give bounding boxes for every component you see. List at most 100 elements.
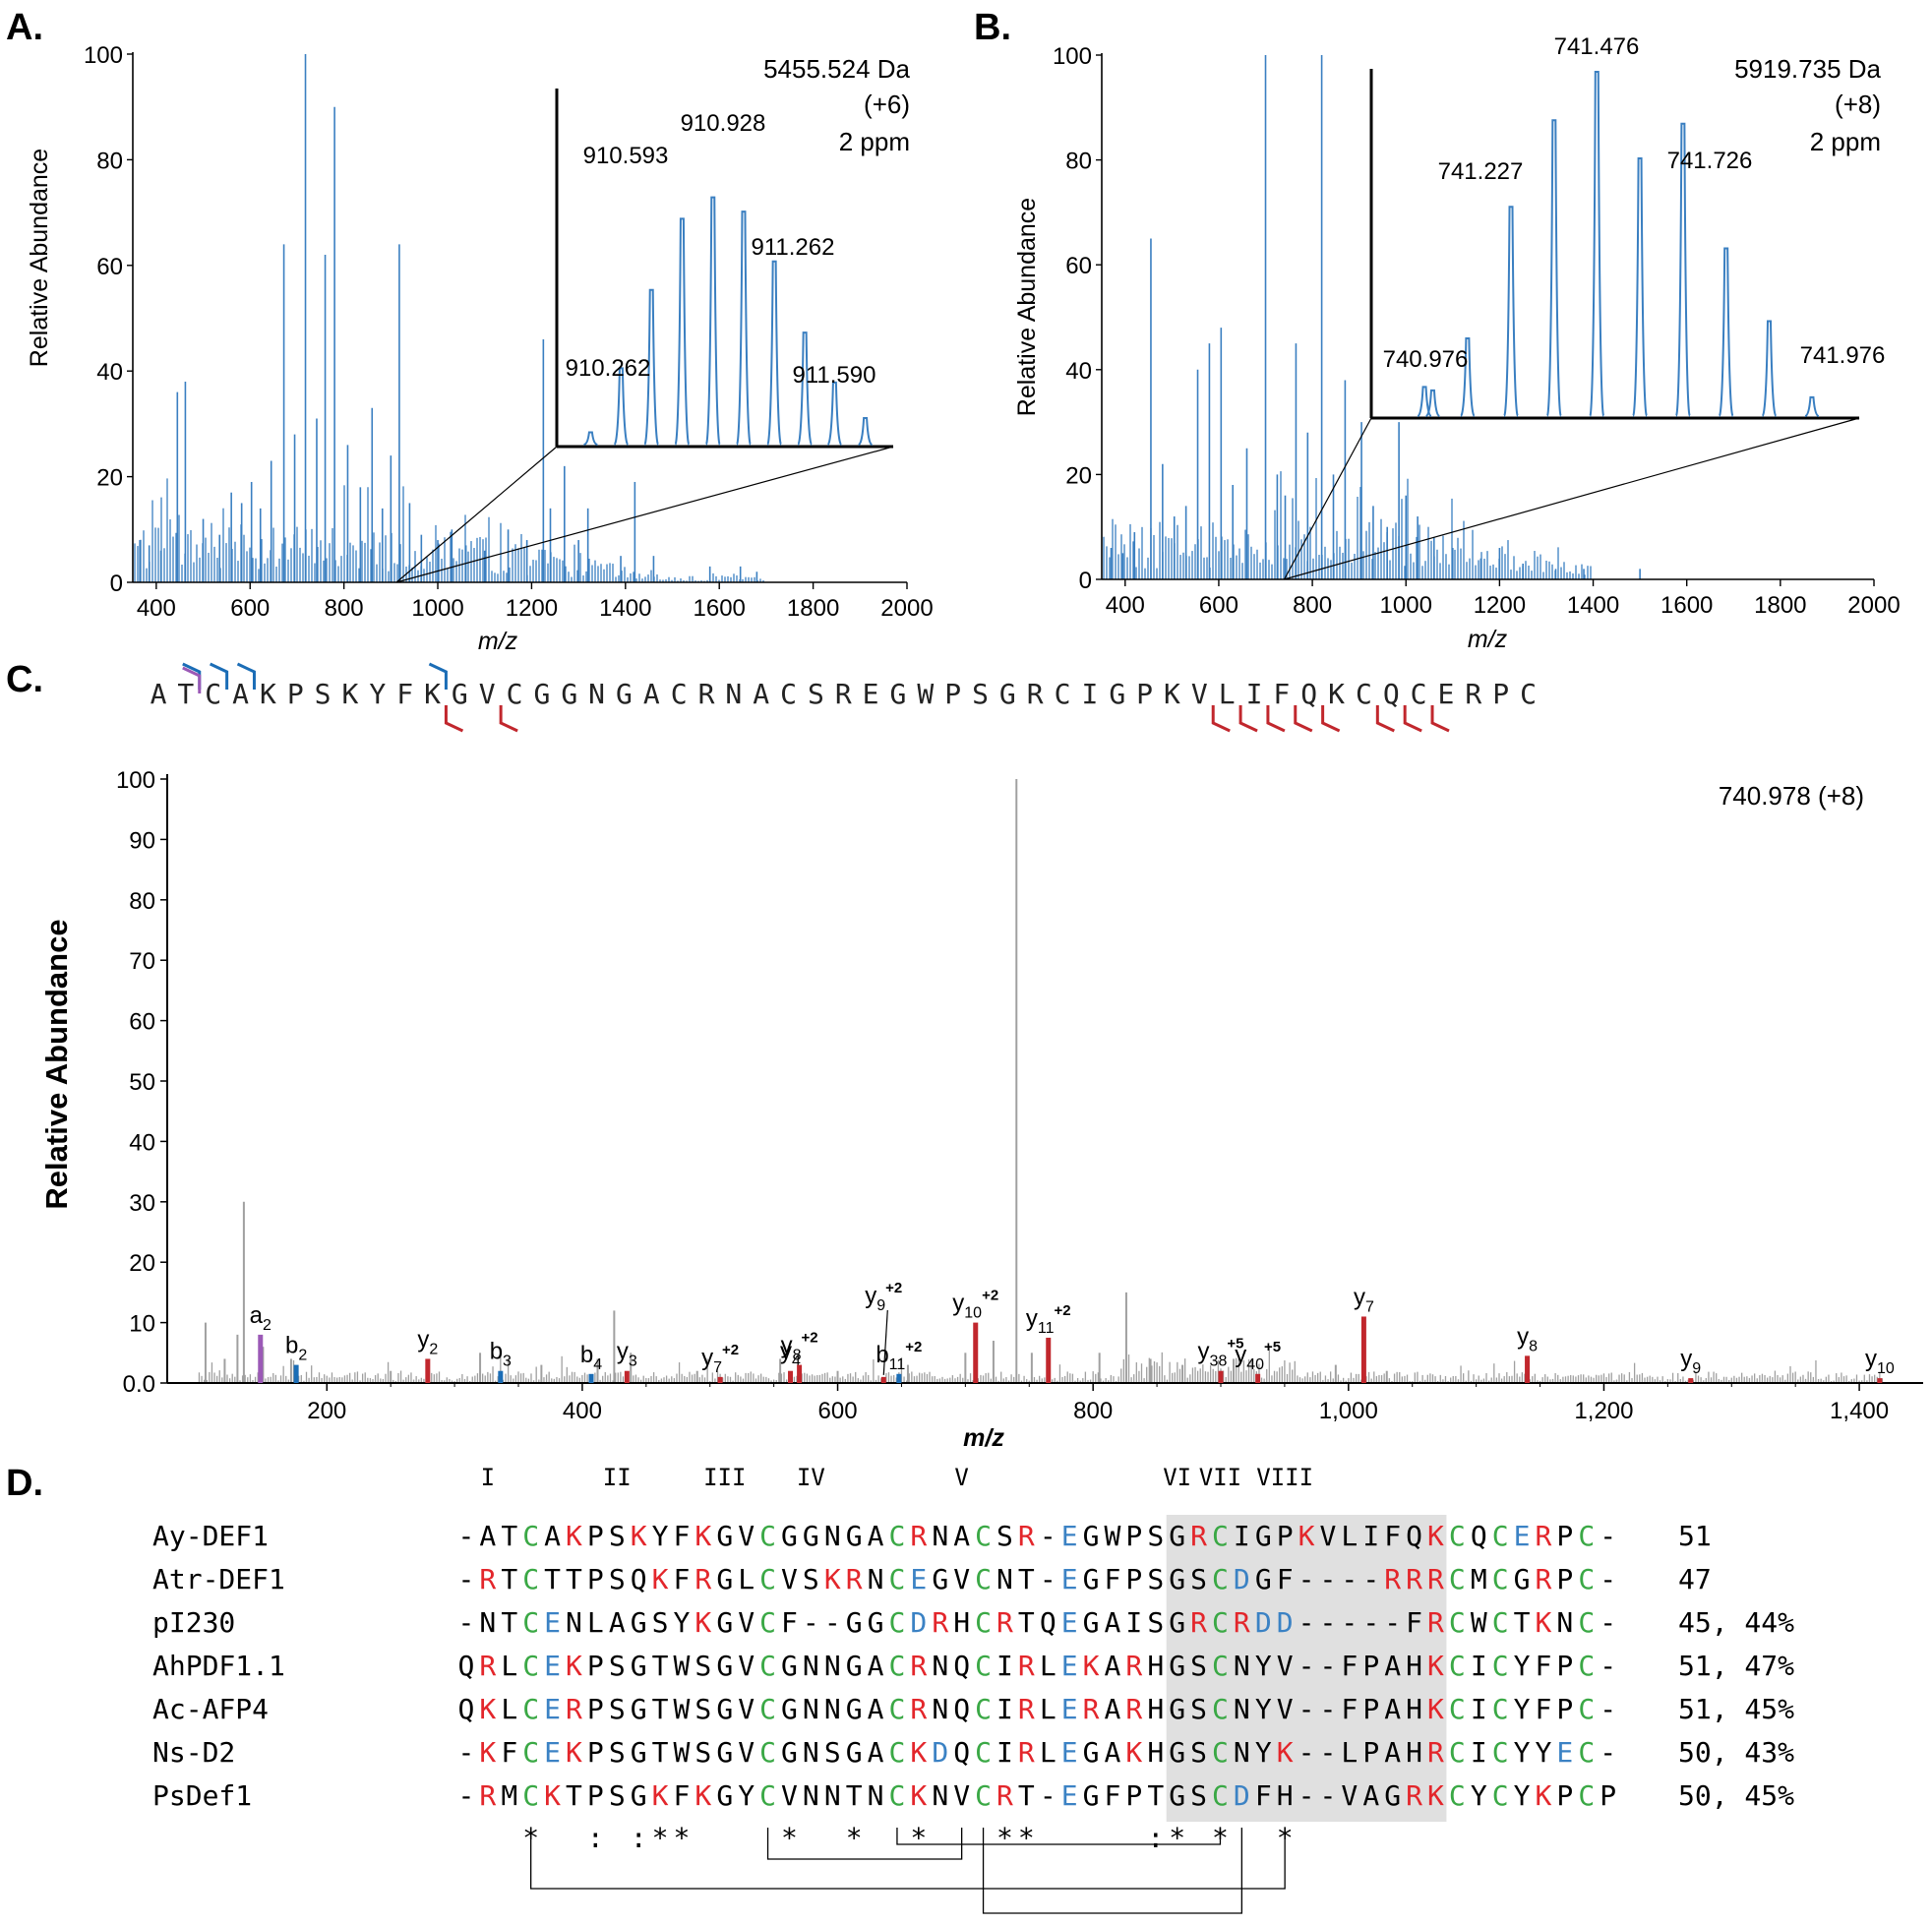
alignment-residue: W bbox=[1471, 1606, 1487, 1639]
alignment-residue: P bbox=[587, 1779, 604, 1812]
inset-peak bbox=[1459, 337, 1476, 417]
alignment-residue: T bbox=[566, 1563, 582, 1595]
alignment-residue: R bbox=[1427, 1563, 1444, 1595]
alignment-residue: P bbox=[1277, 1520, 1294, 1552]
alignment-residue: A bbox=[1105, 1650, 1121, 1682]
alignment-residue: - bbox=[458, 1779, 475, 1812]
alignment-residue: V bbox=[738, 1520, 755, 1552]
alignment-residue: Q bbox=[631, 1563, 647, 1595]
alignment-residue: S bbox=[1190, 1563, 1207, 1595]
alignment-residue: K bbox=[1427, 1520, 1444, 1552]
alignment-residue: L bbox=[738, 1563, 755, 1595]
y-ion-marker bbox=[1238, 705, 1258, 733]
sequence-residue: Q bbox=[1300, 678, 1317, 710]
panel-c-annotation: 740.978 (+8) bbox=[1719, 781, 1864, 811]
alignment-residue: C bbox=[759, 1606, 776, 1639]
alignment-residue: I bbox=[996, 1736, 1013, 1769]
sequence-residue: R bbox=[1465, 678, 1481, 710]
ion-label-b3: b3 bbox=[490, 1339, 512, 1370]
alignment-residue: R bbox=[1427, 1736, 1444, 1769]
ion-peak-b4 bbox=[588, 1373, 594, 1383]
alignment-residue: F bbox=[1384, 1520, 1401, 1552]
alignment-row-stats: 50, 45% bbox=[1678, 1779, 1794, 1812]
alignment-residue: Y bbox=[1514, 1779, 1531, 1812]
alignment-residue: I bbox=[1471, 1650, 1487, 1682]
alignment-residue: M bbox=[501, 1779, 517, 1812]
alignment-residue: S bbox=[1147, 1563, 1164, 1595]
alignment-residue: K bbox=[910, 1779, 927, 1812]
y-tick-label: 40 bbox=[129, 1129, 155, 1156]
inset-peak bbox=[583, 431, 598, 446]
b-ion-marker bbox=[236, 662, 256, 690]
alignment-residue: N bbox=[868, 1779, 884, 1812]
ion-label-b2: b2 bbox=[285, 1333, 307, 1364]
x-tick-label: 1000 bbox=[411, 595, 463, 622]
alignment-residue: I bbox=[1125, 1606, 1142, 1639]
alignment-residue: F bbox=[1536, 1650, 1552, 1682]
alignment-residue: P bbox=[1556, 1693, 1573, 1725]
ion-label-y9: y9 bbox=[1680, 1346, 1701, 1377]
alignment-residue: G bbox=[716, 1563, 733, 1595]
alignment-residue: G bbox=[631, 1606, 647, 1639]
sequence-residue: G bbox=[1109, 678, 1125, 710]
alignment-residue: A bbox=[1105, 1693, 1121, 1725]
y-tick-label: 0 bbox=[110, 571, 123, 597]
disulfide-bridge bbox=[982, 1828, 1242, 1914]
x-tick-label: 2000 bbox=[1847, 592, 1900, 619]
sequence-residue: P bbox=[1492, 678, 1509, 710]
conservation-mark: : bbox=[631, 1822, 647, 1854]
x-tick-label: 800 bbox=[325, 595, 364, 622]
sequence-residue: Y bbox=[369, 678, 386, 710]
alignment-residue: N bbox=[803, 1650, 819, 1682]
alignment-residue: G bbox=[1169, 1606, 1185, 1639]
panel-d-gray-box bbox=[1166, 1515, 1447, 1822]
alignment-residue: N bbox=[803, 1693, 819, 1725]
y-tick-label: 0.0 bbox=[123, 1371, 155, 1398]
alignment-residue: E bbox=[1514, 1520, 1531, 1552]
alignment-residue: - bbox=[1362, 1563, 1379, 1595]
alignment-residue: H bbox=[1406, 1736, 1422, 1769]
alignment-residue: C bbox=[522, 1650, 539, 1682]
alignment-residue: R bbox=[1190, 1606, 1207, 1639]
panel-c-axes: 0.0 10 20 30 40 50 60 70 80 90 100 200 400 600 800 1,00… bbox=[116, 767, 1923, 1424]
alignment-residue: F bbox=[1341, 1693, 1358, 1725]
alignment-residue: S bbox=[1190, 1650, 1207, 1682]
sequence-residue: R bbox=[1027, 678, 1044, 710]
alignment-residue: P bbox=[1125, 1563, 1142, 1595]
alignment-residue: C bbox=[1578, 1650, 1595, 1682]
ion-peak-y7 bbox=[717, 1376, 723, 1383]
alignment-residue: E bbox=[544, 1736, 561, 1769]
alignment-residue: K bbox=[694, 1779, 711, 1812]
alignment-residue: P bbox=[1556, 1520, 1573, 1552]
alignment-residue: G bbox=[1169, 1736, 1185, 1769]
ion-label-y7: y7 bbox=[1354, 1284, 1374, 1315]
alignment-residue: V bbox=[1320, 1520, 1337, 1552]
sequence-residue: K bbox=[342, 678, 359, 710]
alignment-residue: P bbox=[1125, 1779, 1142, 1812]
inset-peak bbox=[613, 367, 630, 446]
alignment-residue: M bbox=[1471, 1563, 1487, 1595]
alignment-residue: R bbox=[1125, 1693, 1142, 1725]
alignment-residue: R bbox=[910, 1520, 927, 1552]
x-tick-label: 600 bbox=[818, 1398, 858, 1424]
sequence-residue: G bbox=[561, 678, 577, 710]
alignment-residue: G bbox=[1083, 1520, 1100, 1552]
sequence-residue: G bbox=[890, 678, 907, 710]
alignment-residue: A bbox=[868, 1520, 884, 1552]
alignment-residue: G bbox=[1514, 1563, 1531, 1595]
alignment-residue: - bbox=[1040, 1779, 1057, 1812]
ion-peak-b3 bbox=[498, 1370, 504, 1383]
inset-peak bbox=[1425, 389, 1440, 417]
x-tick-label: 1800 bbox=[787, 595, 839, 622]
inset-peak bbox=[1804, 395, 1820, 417]
alignment-residue: F bbox=[1341, 1650, 1358, 1682]
ion-peak-y7 bbox=[1360, 1316, 1366, 1383]
alignment-row-stats: 51 bbox=[1678, 1520, 1712, 1552]
ion-peak-y4 bbox=[788, 1370, 794, 1383]
alignment-residue: V bbox=[738, 1650, 755, 1682]
alignment-residue: V bbox=[953, 1563, 970, 1595]
alignment-residue: Y bbox=[1514, 1693, 1531, 1725]
alignment-residue: G bbox=[1083, 1779, 1100, 1812]
sequence-residue: C bbox=[780, 678, 797, 710]
